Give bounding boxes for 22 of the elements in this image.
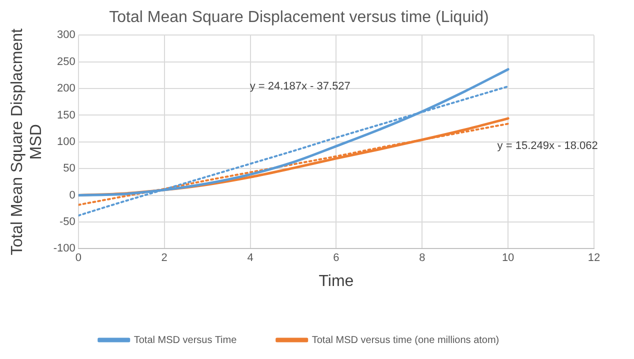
y-tick-label: 200 [57,82,76,95]
x-tick-label: 8 [419,252,426,264]
x-tick-label: 4 [247,252,254,264]
y-tick-label: 300 [57,29,76,42]
y-tick-label: 0 [69,189,76,202]
x-tick-label: 6 [333,252,340,264]
chart-title: Total Mean Square Displacement versus time (Liquid) [109,9,489,26]
y-tick-label: 250 [57,56,76,68]
x-tick-label: 2 [161,252,168,264]
annotation: y = 24.187x - 37.527 [250,80,350,92]
legend-label: Total MSD versus Time [134,334,238,346]
x-tick-label: 12 [588,252,600,264]
x-tick-label: 10 [502,252,514,264]
y-tick-label: 100 [57,136,76,148]
y-tick-label: 50 [63,162,76,175]
y-tick-label: -100 [53,242,76,255]
legend-label: Total MSD versus time (one millions atom) [312,334,500,346]
y-tick-label: -50 [60,216,76,228]
y-tick-label: 150 [57,109,76,122]
annotation: y = 15.249x - 18.062 [497,140,598,152]
x-axis-title: Time [318,272,354,290]
y-axis-title: Total Mean Square Displacment MSD [9,28,46,256]
